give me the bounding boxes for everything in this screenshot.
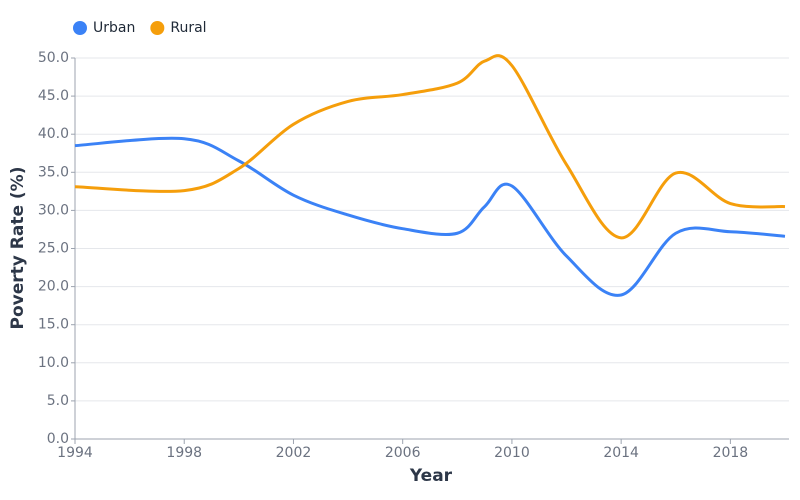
- y-axis-title: Poverty Rate (%): [8, 167, 28, 330]
- x-tick-label: 2006: [385, 445, 421, 461]
- y-tick-label: 10.0: [38, 355, 69, 371]
- x-tick-label: 1998: [166, 445, 202, 461]
- y-tick-label: 35.0: [38, 164, 69, 180]
- legend-marker: [73, 21, 87, 35]
- y-tick-label: 40.0: [38, 126, 69, 142]
- y-tick-label: 5.0: [47, 393, 69, 409]
- y-tick-label: 45.0: [38, 88, 69, 104]
- y-tick-label: 15.0: [38, 317, 69, 333]
- y-tick-label: 25.0: [38, 241, 69, 257]
- y-tick-label: 0.0: [47, 431, 69, 447]
- line-series: [74, 54, 786, 240]
- x-axis-title: Year: [409, 466, 453, 486]
- y-tick-label: 50.0: [38, 50, 69, 66]
- x-tick-label: 2002: [276, 445, 312, 461]
- legend-marker: [150, 21, 165, 35]
- x-tick-label: 2014: [603, 445, 639, 461]
- y-tick-label: 30.0: [38, 202, 69, 218]
- x-tick-label: 2018: [713, 445, 749, 461]
- y-tick-label: 20.0: [38, 279, 69, 295]
- legend-label: Rural: [170, 20, 206, 36]
- legend-label: Urban: [93, 20, 135, 36]
- x-tick-label: 2010: [494, 445, 530, 461]
- x-tick-label: 1994: [57, 445, 93, 461]
- line-series: [74, 136, 786, 297]
